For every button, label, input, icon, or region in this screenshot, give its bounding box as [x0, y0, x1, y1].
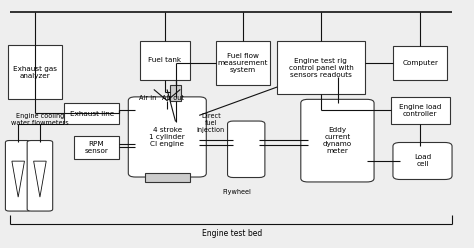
- FancyBboxPatch shape: [393, 46, 447, 80]
- Text: Engine test bed: Engine test bed: [202, 229, 263, 238]
- Text: Air out: Air out: [162, 94, 184, 101]
- FancyBboxPatch shape: [228, 121, 265, 178]
- Bar: [170, 85, 181, 101]
- Text: Exhaust gas
analyzer: Exhaust gas analyzer: [13, 66, 57, 79]
- Text: Engine test rig
control panel with
sensors readouts: Engine test rig control panel with senso…: [289, 58, 353, 78]
- Text: Air in: Air in: [138, 94, 156, 101]
- FancyBboxPatch shape: [128, 97, 206, 177]
- FancyBboxPatch shape: [140, 41, 190, 80]
- Text: Engine load
controller: Engine load controller: [399, 104, 441, 117]
- Text: Computer: Computer: [402, 60, 438, 66]
- Text: Engine cooling
water flowmeters: Engine cooling water flowmeters: [11, 113, 69, 126]
- FancyBboxPatch shape: [64, 103, 119, 124]
- Text: Exhaust line: Exhaust line: [70, 111, 114, 117]
- FancyBboxPatch shape: [391, 97, 450, 124]
- Text: Fuel tank: Fuel tank: [148, 58, 182, 63]
- Text: 4 stroke
1 cylinder
CI engine: 4 stroke 1 cylinder CI engine: [149, 127, 185, 147]
- Bar: [145, 173, 190, 182]
- FancyBboxPatch shape: [393, 143, 452, 180]
- Text: RPM
sensor: RPM sensor: [84, 141, 109, 154]
- FancyBboxPatch shape: [216, 41, 270, 85]
- FancyBboxPatch shape: [301, 99, 374, 182]
- FancyBboxPatch shape: [277, 41, 365, 94]
- Text: Direct
fuel
injection: Direct fuel injection: [197, 113, 225, 133]
- FancyBboxPatch shape: [27, 141, 53, 211]
- Text: Eddy
current
dynamo
meter: Eddy current dynamo meter: [323, 127, 352, 154]
- Text: Load
cell: Load cell: [414, 155, 431, 167]
- Text: Flywheel: Flywheel: [223, 189, 251, 195]
- FancyBboxPatch shape: [5, 141, 31, 211]
- Text: Fuel flow
measurement
system: Fuel flow measurement system: [218, 53, 268, 73]
- FancyBboxPatch shape: [74, 136, 119, 158]
- FancyBboxPatch shape: [8, 45, 62, 99]
